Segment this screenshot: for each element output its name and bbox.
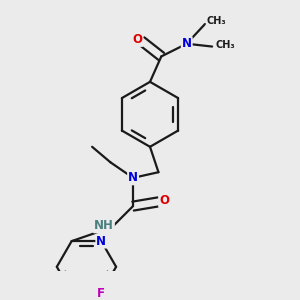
Text: NH: NH xyxy=(94,219,114,232)
Text: N: N xyxy=(96,235,106,248)
Text: N: N xyxy=(128,171,138,184)
Text: CH₃: CH₃ xyxy=(206,16,226,26)
Text: O: O xyxy=(159,194,169,207)
Text: N: N xyxy=(182,37,192,50)
Text: O: O xyxy=(132,33,142,46)
Text: CH₃: CH₃ xyxy=(215,40,235,50)
Text: F: F xyxy=(97,287,105,300)
